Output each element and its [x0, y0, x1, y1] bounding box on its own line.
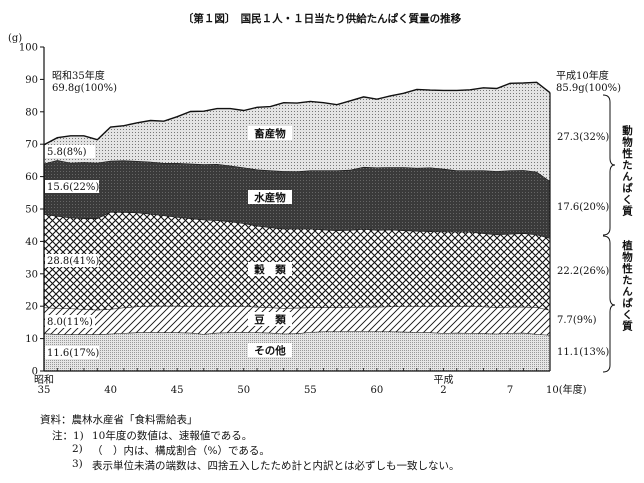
- series-label-other: その他: [254, 344, 286, 357]
- y-tick-label: 30: [25, 269, 38, 280]
- x-tick-label: 55: [304, 385, 317, 396]
- start-label-meat: 5.8(8%): [47, 147, 87, 158]
- note-3: 表示単位未満の端数は、四捨五入したため計と内訳とは必ずしも一致しない。: [92, 460, 460, 472]
- x-tick-label: 50: [237, 385, 250, 396]
- start-label-beans: 8.0(11%): [47, 317, 93, 328]
- series-label-cereal: 穀 類: [253, 263, 286, 276]
- series-label-beans: 豆 類: [254, 313, 286, 326]
- x-era-label: 平成: [433, 374, 453, 386]
- series-label-fish: 水産物: [253, 191, 286, 204]
- series-label-meat: 畜産物: [254, 127, 286, 140]
- y-tick-label: 100: [19, 43, 38, 54]
- y-tick-label: 90: [25, 75, 38, 86]
- x-tick-label: 60: [371, 385, 384, 396]
- x-tick-label: 2: [440, 385, 446, 396]
- y-tick-label: 50: [25, 205, 38, 216]
- end-label-meat: 27.3(32%): [557, 132, 609, 143]
- end-label-beans: 7.7(9%): [557, 315, 597, 326]
- y-tick-label: 70: [25, 140, 38, 151]
- animal-protein-group-label: 動物性たんぱく質: [621, 124, 633, 217]
- x-tick-label: 7: [507, 385, 513, 396]
- x-tick-label: 10(年度): [546, 383, 587, 396]
- y-tick-label: 20: [25, 302, 38, 313]
- y-axis-unit: (g): [8, 33, 22, 44]
- area-other: [44, 331, 550, 371]
- start-total-annotation: 69.8g(100%): [52, 83, 117, 94]
- plant-protein-group-label: 植物性たんぱく質: [621, 239, 633, 332]
- start-value-labels: 5.8(8%) 15.6(22%) 28.8(41%) 8.0(11%) 11.…: [45, 145, 99, 359]
- end-value-labels: 27.3(32%) 17.6(20%) 22.2(26%) 7.7(9%) 11…: [557, 132, 609, 358]
- start-label-fish: 15.6(22%): [47, 182, 99, 193]
- end-label-fish: 17.6(20%): [557, 202, 609, 213]
- note-2-number: 2): [72, 443, 83, 455]
- y-tick-label: 40: [25, 237, 38, 248]
- y-tick-label: 80: [25, 107, 38, 118]
- note-1-prefix: 注：1): [52, 430, 84, 442]
- source-note: 資料：農林水産省「食料需給表」: [40, 414, 198, 426]
- boundary-line-meat: [43, 81, 551, 146]
- series-labels: 畜産物 水産物 穀 類 豆 類 その他: [248, 126, 292, 357]
- end-label-cereal: 22.2(26%): [557, 266, 609, 277]
- end-label-other: 11.1(13%): [557, 347, 609, 358]
- x-era-label: 昭和: [34, 374, 54, 386]
- chart-title: 〔第１図〕 国民１人・１日当たり供給たんぱく質量の推移: [183, 12, 462, 25]
- start-label-cereal: 28.8(41%): [47, 256, 99, 267]
- x-tick-label: 45: [171, 385, 184, 396]
- x-tick-label: 35: [38, 385, 51, 396]
- area-beans: [44, 305, 550, 335]
- animal-protein-brace: [602, 94, 616, 236]
- area-fish: [44, 160, 550, 239]
- end-year-annotation: 平成10年度: [556, 69, 609, 82]
- start-year-annotation: 昭和35年度: [52, 69, 105, 82]
- start-label-other: 11.6(17%): [47, 348, 99, 359]
- note-1: 10年度の数値は、速報値である。: [92, 430, 253, 442]
- area-cereal: [44, 211, 550, 311]
- x-tick-label: 40: [104, 385, 117, 396]
- plant-protein-brace: [602, 235, 616, 373]
- note-2: （ ）内は、構成割合（%）である。: [92, 445, 270, 457]
- end-total-annotation: 85.9g(100%): [556, 83, 621, 94]
- y-tick-label: 60: [25, 172, 38, 183]
- y-tick-label: 10: [25, 334, 38, 345]
- note-3-number: 3): [72, 458, 83, 470]
- y-tick-label: 0: [32, 367, 38, 378]
- area-meat: [44, 82, 550, 182]
